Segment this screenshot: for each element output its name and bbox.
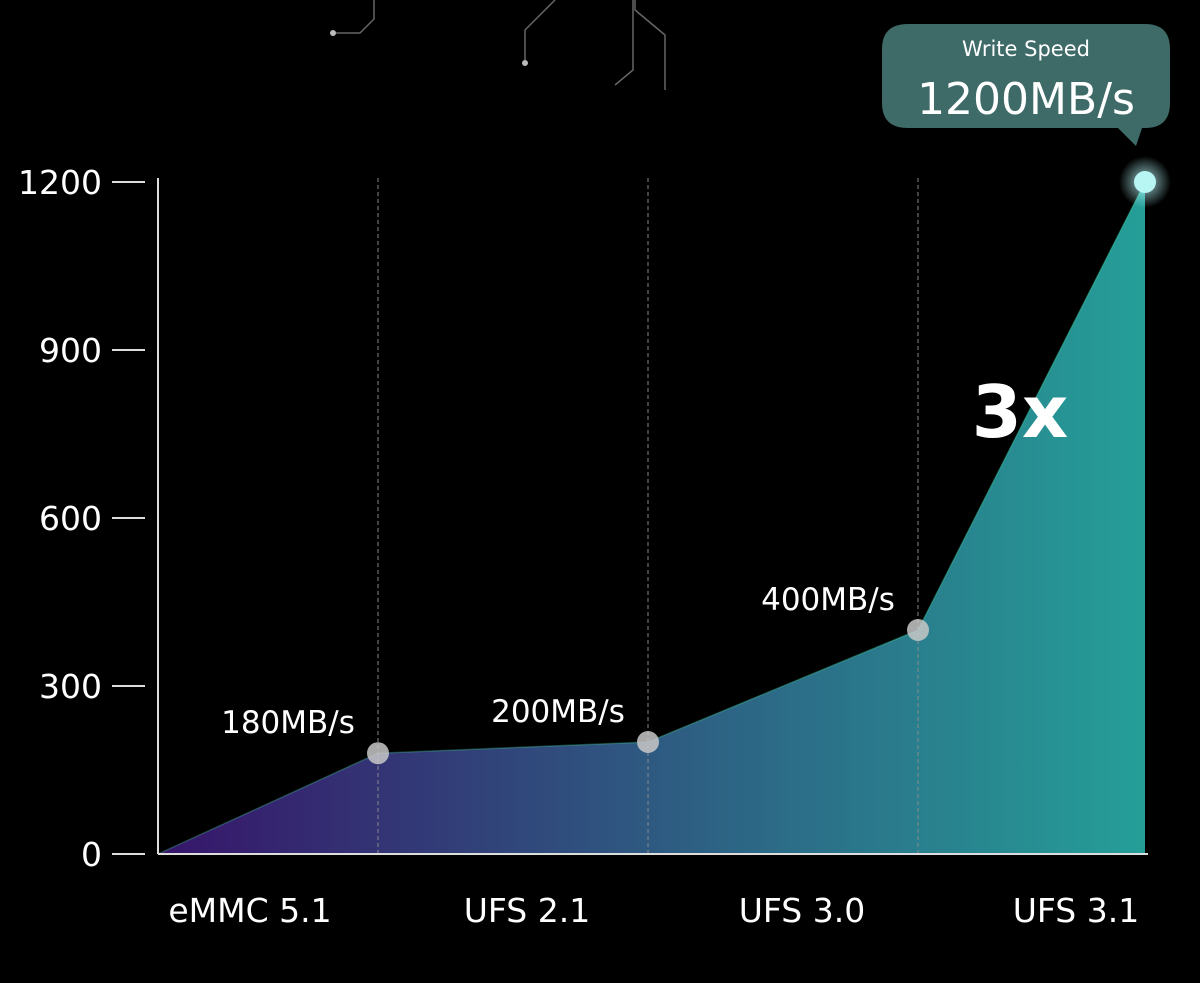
data-point — [367, 742, 389, 765]
multiplier-annotation: 3x — [972, 370, 1069, 454]
area-fill — [158, 182, 1145, 854]
data-point — [637, 731, 659, 753]
tooltip-value: 1200MB/s — [917, 74, 1135, 125]
x-category-label: eMMC 5.1 — [168, 891, 331, 930]
tooltip-bubble — [882, 24, 1170, 146]
y-tick-label: 600 — [39, 499, 102, 538]
circuit-decoration — [333, 0, 666, 90]
circuit-dot — [522, 60, 528, 66]
x-category-label: UFS 3.1 — [1013, 891, 1139, 930]
y-tick-label: 1200 — [18, 163, 102, 202]
data-label: 400MB/s — [761, 582, 895, 618]
data-label: 180MB/s — [221, 705, 355, 741]
data-point-highlight — [1134, 171, 1156, 193]
y-tick-label: 300 — [39, 667, 102, 706]
data-point — [907, 619, 929, 641]
data-label: 200MB/s — [491, 694, 625, 730]
x-category-label: UFS 3.0 — [739, 891, 865, 930]
circuit-dot — [330, 30, 336, 36]
y-tick-label: 900 — [39, 331, 102, 370]
y-tick-label: 0 — [81, 835, 102, 874]
tooltip-title: Write Speed — [962, 37, 1090, 61]
x-category-label: UFS 2.1 — [464, 891, 590, 930]
